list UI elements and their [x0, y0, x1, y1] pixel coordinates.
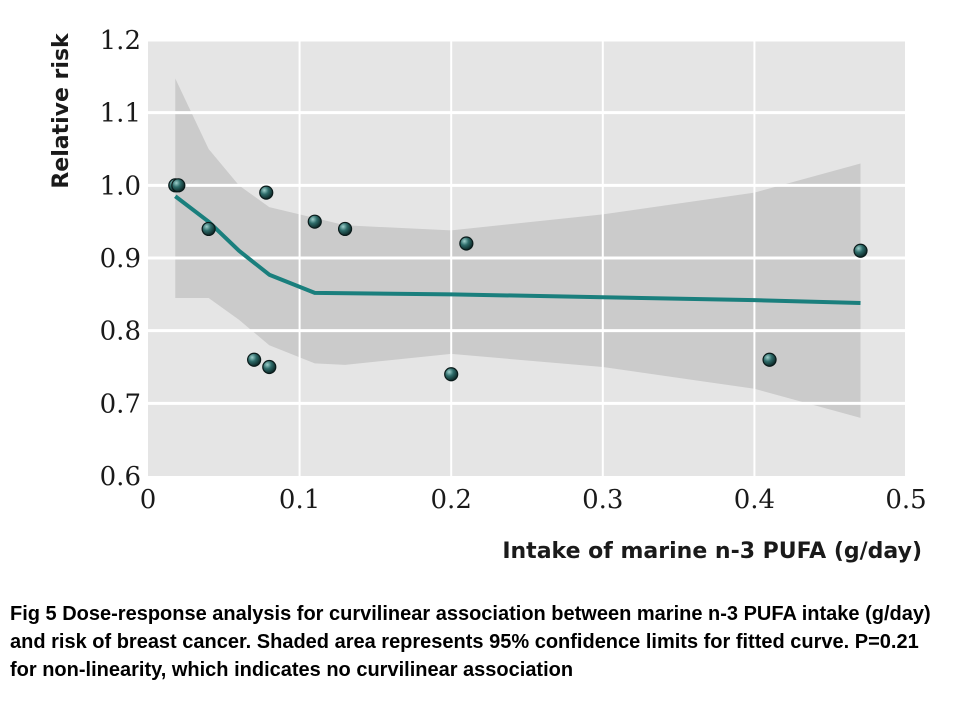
data-point [262, 359, 277, 375]
x-tick-label: 0.1 [279, 485, 320, 515]
fitted-curve [174, 194, 861, 306]
y-axis-title: Relative risk [49, 32, 74, 189]
x-tick-label: 0 [140, 485, 157, 515]
y-tick-label: 1.1 [100, 99, 141, 129]
data-point [459, 236, 474, 251]
y-tick-label: 0.6 [100, 462, 141, 492]
y-tick-label: 0.7 [100, 389, 141, 419]
data-point [307, 214, 322, 229]
y-tick-label: 1.2 [100, 26, 141, 56]
data-point [259, 185, 274, 200]
y-tick-label: 1.0 [100, 171, 141, 201]
data-point [762, 352, 777, 367]
data-point [171, 178, 186, 193]
data-point [337, 221, 353, 237]
y-tick-label: 0.9 [100, 244, 141, 274]
data-point [853, 243, 868, 258]
data-points [168, 178, 868, 382]
data-point [201, 221, 216, 237]
x-axis-ticks: 0 0.1 0.2 0.3 0.4 0.5 [140, 485, 927, 515]
y-tick-label: 0.8 [100, 317, 141, 347]
x-tick-label: 0.4 [734, 485, 775, 515]
x-tick-label: 0.2 [431, 485, 472, 515]
x-tick-label: 0.3 [582, 485, 623, 515]
x-tick-label: 0.5 [885, 485, 926, 515]
y-axis-ticks: 0.6 0.7 0.8 0.9 1.0 1.1 1.2 [100, 26, 141, 492]
dose-response-chart: 0 0.1 0.2 0.3 0.4 0.5 0.6 0.7 0.8 0.9 1.0 1.1 1.2 I… [49, 26, 927, 564]
data-point [444, 367, 459, 382]
figure-caption: Fig 5 Dose-response analysis for curvili… [10, 603, 931, 681]
grid-lines [148, 38, 907, 476]
x-axis-title: Intake of marine n-3 PUFA (g/day) [502, 539, 922, 564]
data-point [247, 352, 262, 367]
confidence-band [175, 78, 861, 418]
